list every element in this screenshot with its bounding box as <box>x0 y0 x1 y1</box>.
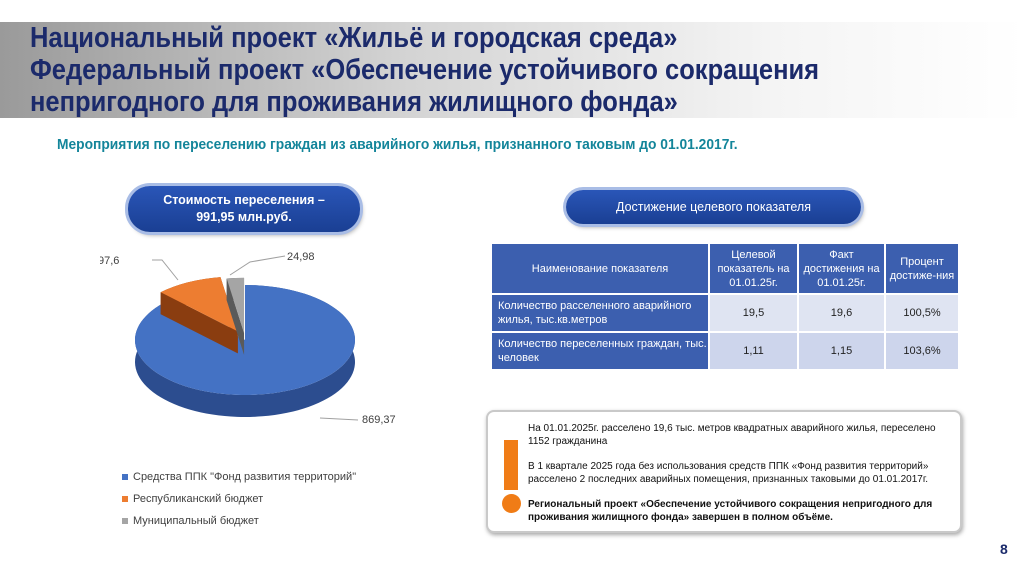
header-cell: Факт достижения на 01.01.25г. <box>797 242 886 295</box>
note-box: На 01.01.2025г. расселено 19,6 тыс. метр… <box>486 410 962 533</box>
table-row: Количество переселенных граждан, тыс. че… <box>490 331 960 371</box>
table-row: Количество расселенного аварийного жилья… <box>490 293 960 333</box>
cell: 1,11 <box>708 331 799 371</box>
legend-item: Средства ППК "Фонд развития территорий" <box>122 466 356 488</box>
cell: 103,6% <box>884 331 960 371</box>
leader-line <box>152 259 179 281</box>
pie-slice-face <box>226 278 245 355</box>
exclamation-icon <box>504 440 518 490</box>
legend-swatch <box>122 496 128 502</box>
chart-legend: Средства ППК "Фонд развития территорий" … <box>122 466 356 532</box>
data-label: 24,98 <box>287 251 315 263</box>
cell: Количество переселенных граждан, тыс. че… <box>490 331 710 371</box>
page-title: Национальный проект «Жильё и городская с… <box>30 22 819 118</box>
leader-line <box>319 417 359 421</box>
cost-pill: Стоимость переселения – 991,95 млн.руб. <box>128 186 360 232</box>
pie-slice <box>160 277 238 354</box>
subtitle: Мероприятия по переселению граждан из ав… <box>57 136 738 153</box>
title-band <box>0 22 1024 118</box>
indicator-table: Наименование показателя Целевой показате… <box>490 242 960 371</box>
title-line: непригодного для проживания жилищного фо… <box>30 86 678 118</box>
title-line: Федеральный проект «Обеспечение устойчив… <box>30 54 820 86</box>
cost-label: Стоимость переселения – <box>163 193 325 207</box>
header-cell: Наименование показателя <box>490 242 710 295</box>
header-cell: Процент достиже-ния <box>884 242 960 295</box>
pie-slice-face <box>160 292 238 354</box>
note-text: На 01.01.2025г. расселено 19,6 тыс. метр… <box>528 423 936 447</box>
legend-swatch <box>122 518 128 524</box>
pie-chart: 869,37 97,6 24,98 <box>100 251 396 426</box>
cost-value: 991,95 млн.руб. <box>196 210 292 224</box>
cell: 19,5 <box>708 293 799 333</box>
header-cell: Целевой показатель на 01.01.25г. <box>708 242 799 295</box>
data-label: 869,37 <box>362 414 396 426</box>
goal-pill: Достижение целевого показателя <box>566 190 861 224</box>
pie-slice <box>226 277 245 355</box>
title-line: Национальный проект «Жильё и городская с… <box>30 22 678 54</box>
legend-item: Муниципальный бюджет <box>122 510 356 532</box>
legend-swatch <box>122 474 128 480</box>
pie-slice-face <box>160 277 238 332</box>
cell: 1,15 <box>797 331 886 371</box>
pie-slice-face <box>226 277 245 333</box>
legend-label: Муниципальный бюджет <box>133 515 259 527</box>
note-text: Региональный проект «Обеспечение устойчи… <box>528 499 933 523</box>
legend-label: Средства ППК "Фонд развития территорий" <box>133 471 357 483</box>
data-label: 97,6 <box>100 255 119 267</box>
table-header: Наименование показателя Целевой показате… <box>490 242 960 295</box>
exclamation-dot-icon <box>502 494 521 513</box>
cell: 19,6 <box>797 293 886 333</box>
leader-line <box>229 255 286 276</box>
cell: Количество расселенного аварийного жилья… <box>490 293 710 333</box>
note-text: В 1 квартале 2025 года без использования… <box>528 461 929 485</box>
page-number: 8 <box>1000 541 1008 557</box>
legend-label: Республиканский бюджет <box>133 493 264 505</box>
legend-item: Республиканский бюджет <box>122 488 356 510</box>
cell: 100,5% <box>884 293 960 333</box>
